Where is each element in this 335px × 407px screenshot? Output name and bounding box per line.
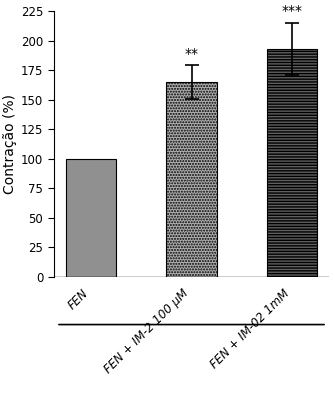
Bar bbox=[166, 82, 217, 277]
Bar bbox=[267, 49, 317, 277]
Text: **: ** bbox=[185, 47, 199, 61]
Y-axis label: Contração (%): Contração (%) bbox=[3, 94, 17, 194]
Bar bbox=[66, 159, 116, 277]
Text: ***: *** bbox=[281, 4, 302, 18]
